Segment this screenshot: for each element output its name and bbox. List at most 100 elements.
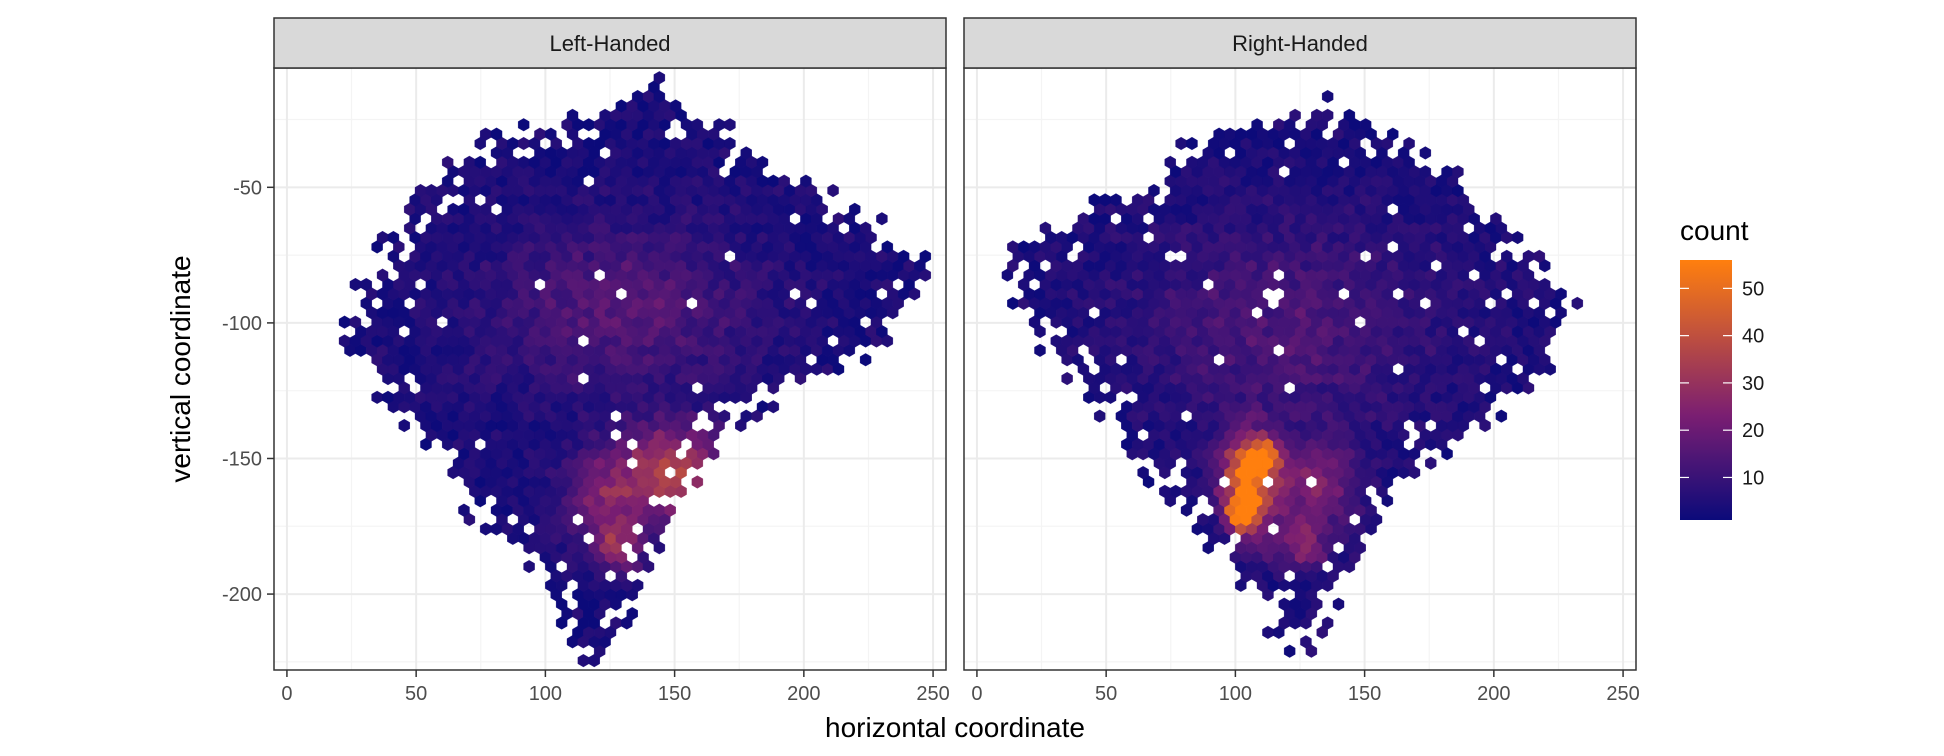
hex-cell xyxy=(1164,155,1176,169)
hex-cell xyxy=(1039,221,1052,235)
panel-0: Left-Handed 0 50 100 150 200 250 -50 -100 -150 -20… xyxy=(222,17,950,705)
y-tick-label: -200 xyxy=(222,584,262,606)
hex-cell xyxy=(849,202,861,216)
hex-cell xyxy=(1403,136,1415,151)
hex-cell xyxy=(1343,108,1356,122)
hex-cell xyxy=(1110,193,1122,207)
hex-cell xyxy=(1511,230,1524,245)
hex-cell xyxy=(1490,212,1502,226)
facet-strip-label: Left-Handed xyxy=(549,31,670,56)
hex-cell xyxy=(1283,644,1296,658)
hex-cell xyxy=(800,174,812,188)
hex-cell xyxy=(1533,249,1546,263)
hex-cell xyxy=(1452,165,1464,179)
y-tick-label: -50 xyxy=(233,177,262,199)
facet-strip xyxy=(963,17,1637,69)
hex-cell xyxy=(1425,456,1437,470)
x-tick-label: 200 xyxy=(787,683,820,705)
x-axis-title: horizontal coordinate xyxy=(825,712,1085,743)
panel-1: Right-Handed 0 50 100 150 200 250 xyxy=(963,17,1640,705)
hex-cell xyxy=(1332,597,1345,611)
x-tick-label: 150 xyxy=(1348,683,1381,705)
hex-cell xyxy=(441,155,454,169)
hex-cell xyxy=(859,221,872,235)
hex-cell xyxy=(756,155,769,169)
legend-break-label: 10 xyxy=(1742,467,1764,489)
hex-cell xyxy=(1321,108,1334,122)
hex-cell xyxy=(1251,118,1263,132)
hex-cell xyxy=(1289,108,1301,122)
x-tick-label: 200 xyxy=(1477,683,1510,705)
hex-cell xyxy=(523,560,535,574)
hex-cell xyxy=(664,503,676,517)
hex-cell xyxy=(1321,616,1334,630)
x-tick-label: 0 xyxy=(971,683,982,705)
hex-cell xyxy=(545,127,557,141)
hex-cell xyxy=(1387,127,1399,141)
hex-cell xyxy=(881,240,894,254)
hex-cell xyxy=(1419,146,1432,160)
hex-cell xyxy=(778,174,790,188)
hex-cell xyxy=(919,249,932,263)
legend-break-label: 30 xyxy=(1742,373,1764,395)
hex-cell xyxy=(827,183,839,198)
legend-break-label: 40 xyxy=(1742,326,1764,348)
hex-cell xyxy=(517,118,530,132)
x-tick-label: 100 xyxy=(529,683,562,705)
hex-cell xyxy=(490,127,503,141)
hex-cell xyxy=(897,249,910,263)
facet-strip xyxy=(273,17,947,69)
x-tick-label: 50 xyxy=(405,683,427,705)
hex-cell xyxy=(718,409,731,423)
hex-cell xyxy=(376,268,389,282)
hex-cell xyxy=(458,503,470,517)
x-tick-label: 150 xyxy=(658,683,691,705)
hex-cell xyxy=(1359,118,1372,132)
hex-cell xyxy=(767,400,780,414)
hex-cell xyxy=(724,136,736,151)
y-tick-label: -150 xyxy=(222,448,262,470)
hex-cell xyxy=(724,118,736,132)
hex-cell xyxy=(691,118,704,132)
hex-cell xyxy=(1137,466,1149,480)
legend-break-label: 50 xyxy=(1742,278,1764,300)
legend-title: count xyxy=(1680,215,1749,246)
legend-colorbar xyxy=(1680,260,1732,520)
hex-cell xyxy=(653,71,666,85)
legend-break-label: 20 xyxy=(1742,420,1764,442)
hex-cell xyxy=(1300,635,1312,649)
x-tick-label: 50 xyxy=(1095,683,1117,705)
hexbin-cells xyxy=(338,71,932,668)
hex-cell xyxy=(1501,249,1513,263)
hex-cell xyxy=(1495,409,1508,423)
hex-cell xyxy=(669,99,682,113)
hex-cell xyxy=(1148,183,1160,198)
hex-cell xyxy=(1539,277,1551,292)
hex-cell xyxy=(859,353,872,367)
hex-cell xyxy=(626,607,638,621)
facet-strip-label: Right-Handed xyxy=(1232,31,1368,56)
hex-cell xyxy=(1571,296,1584,310)
hex-cell xyxy=(349,315,362,329)
y-tick-label: -100 xyxy=(222,313,262,335)
x-tick-label: 250 xyxy=(916,683,949,705)
y-axis-title: vertical coordinate xyxy=(165,255,196,482)
hex-cell xyxy=(387,230,400,245)
x-tick-label: 0 xyxy=(281,683,292,705)
hex-cell xyxy=(566,108,579,122)
hex-cell xyxy=(1061,372,1073,386)
hex-cell xyxy=(691,475,704,489)
hex-cell xyxy=(1555,287,1567,301)
color-legend: count 10 20 30 40 50 xyxy=(1680,215,1764,520)
hex-cell xyxy=(1186,136,1198,151)
hex-cell xyxy=(1094,409,1106,423)
hex-cell xyxy=(398,419,410,433)
hex-cell xyxy=(1034,343,1046,357)
hex-cell xyxy=(876,212,888,226)
x-tick-label: 100 xyxy=(1219,683,1252,705)
hex-cell xyxy=(631,578,644,592)
hex-cell xyxy=(1419,165,1432,179)
x-tick-label: 250 xyxy=(1606,683,1639,705)
hex-cell xyxy=(360,277,372,292)
